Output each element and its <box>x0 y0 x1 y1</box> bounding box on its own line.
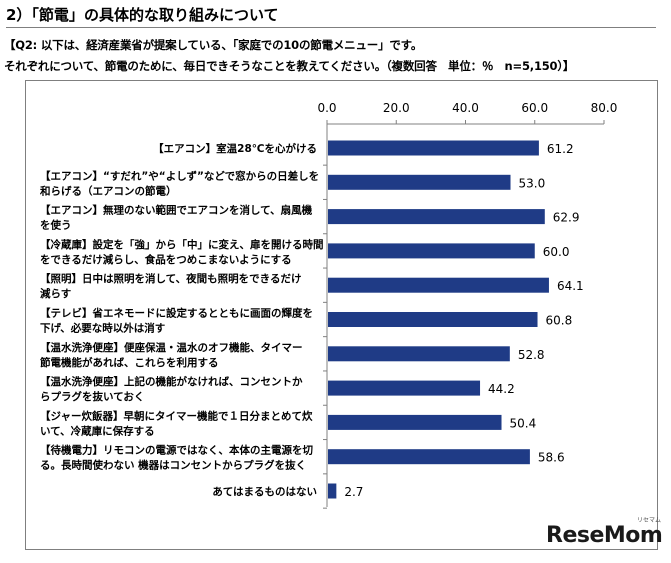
logo-mark: ReseMom <box>546 523 663 548</box>
category-label: 【エアコン】“すだれ”や“よしず”などで窓からの日差しを <box>40 169 319 182</box>
category-label: あてはまるものはない <box>212 485 317 498</box>
bar <box>328 380 481 396</box>
category-label: る。長時間使わない 機器はコンセントからプラグを抜く <box>40 459 306 472</box>
value-label: 44.2 <box>488 382 515 396</box>
category-label: 和らげる（エアコンの節電） <box>39 184 177 197</box>
category-label: 下げ、必要な時以外は消す <box>40 322 165 335</box>
bar <box>328 312 538 327</box>
value-label: 61.2 <box>547 142 574 156</box>
category-label: 減らす <box>40 287 71 300</box>
value-label: 50.4 <box>510 416 537 430</box>
question-line-1: 【Q2: 以下は、経済産業省が提案している、「家庭での10の節電メニュー」です。 <box>4 38 423 52</box>
value-label: 60.8 <box>546 314 573 328</box>
bar <box>328 209 545 225</box>
value-label: 53.0 <box>519 176 546 190</box>
category-label: らプラグを抜いておく <box>40 390 144 403</box>
value-label: 2.7 <box>344 485 363 499</box>
x-tick-label: 80.0 <box>591 101 618 115</box>
category-label: 【冷蔵庫】設定を「強」から「中」に変え、扉を開ける時間 <box>40 238 324 251</box>
question-line-2: それぞれについて、節電のために、毎日できそうなことを教えてください。（複数回答 … <box>4 59 575 73</box>
bar <box>328 449 530 465</box>
category-label: 【温水洗浄便座】便座保温・温水のオフ機能、タイマー <box>40 341 303 354</box>
x-tick-label: 20.0 <box>383 101 410 115</box>
category-label: を使う <box>40 219 72 232</box>
x-tick-label: 0.0 <box>317 101 336 115</box>
heading-underline <box>6 27 656 28</box>
value-label: 58.6 <box>538 451 565 465</box>
section-heading: 2）「節電」の具体的な取り組みについて <box>6 6 279 24</box>
category-label: いて、冷蔵庫に保存する <box>40 424 155 437</box>
bar <box>328 346 510 362</box>
bar <box>328 483 337 499</box>
logo-subtext: リセマム <box>637 517 662 524</box>
category-label: 【テレビ】省エネモードに設定するとともに画面の輝度を <box>40 307 313 320</box>
x-tick-label: 60.0 <box>521 101 548 115</box>
value-label: 62.9 <box>553 211 580 225</box>
bar <box>328 174 511 190</box>
bar <box>328 277 549 293</box>
bar <box>328 243 535 259</box>
value-label: 64.1 <box>557 279 584 293</box>
x-tick-label: 40.0 <box>452 101 479 115</box>
category-label: 節電機能があれば、これらを利用する <box>39 356 219 369</box>
value-label: 52.8 <box>518 348 545 362</box>
bar <box>328 414 502 430</box>
category-label: 【エアコン】無理のない範囲でエアコンを消して、扇風機 <box>40 204 313 217</box>
category-label: 【エアコン】室温28℃を心がける <box>153 142 317 155</box>
value-label: 60.0 <box>543 245 570 259</box>
category-label: 【待機電力】リモコンの電源ではなく、本体の主電源を切 <box>40 444 313 457</box>
category-label: 【温水洗浄便座】上記の機能がなければ、コンセントか <box>40 375 303 388</box>
bar <box>328 140 539 156</box>
category-label: をできるだけ減らし、食品をつめこまないようにする <box>40 253 292 266</box>
chart-frame <box>25 80 658 550</box>
category-label: 【照明】日中は照明を消して、夜間も照明をできるだけ <box>40 272 301 285</box>
category-label: 【ジャー炊飯器】早朝にタイマー機能で１日分まとめて炊 <box>40 409 313 422</box>
